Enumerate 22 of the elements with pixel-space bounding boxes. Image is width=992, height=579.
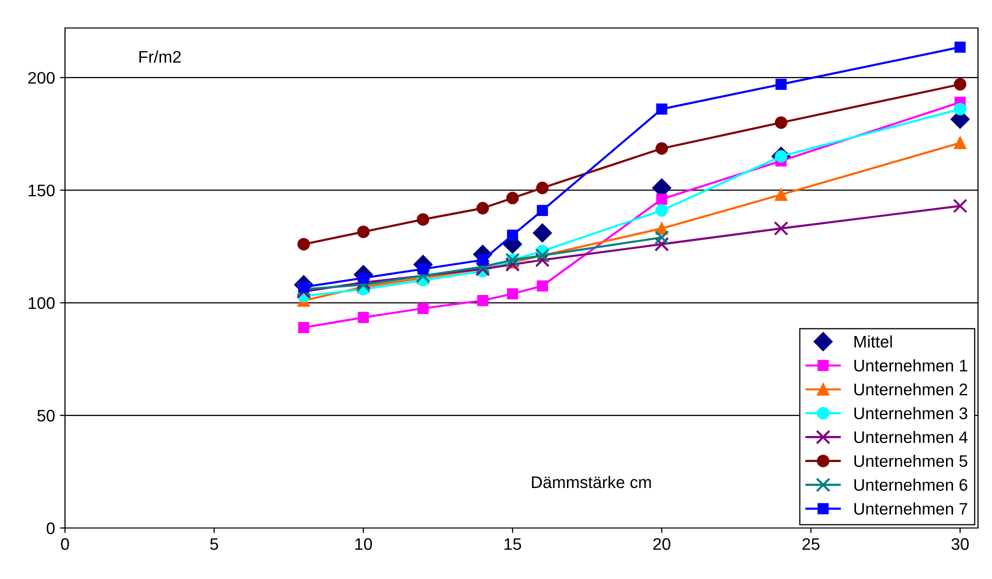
x-tick-label: 15 [504,538,522,550]
y-axis-title: Fr/m2 [139,50,181,63]
y-tick-label: 0 [46,522,55,534]
legend-label: Unternehmen 6 [854,478,968,491]
legend-label: Unternehmen 1 [854,359,968,372]
legend-label: Unternehmen 5 [854,454,968,467]
legend-label: Unternehmen 7 [854,502,968,515]
y-tick-label: 200 [28,72,55,84]
x-axis-title: Dämmstärke cm [532,476,651,488]
x-tick-label: 20 [653,538,670,550]
x-tick-label: 5 [210,538,218,550]
y-tick-label: 100 [28,297,55,309]
legend-label: Unternehmen 3 [854,406,968,420]
y-tick-label: 50 [37,410,55,422]
x-tick-label: 0 [61,538,69,550]
y-tick-label: 150 [28,184,55,196]
legend-label: Mittel [854,335,892,348]
legend-label: Unternehmen 2 [854,383,968,396]
x-tick-label: 25 [802,538,820,550]
x-tick-label: 10 [355,538,372,550]
x-tick-label: 30 [951,538,969,550]
legend-label: Unternehmen 4 [854,430,968,444]
